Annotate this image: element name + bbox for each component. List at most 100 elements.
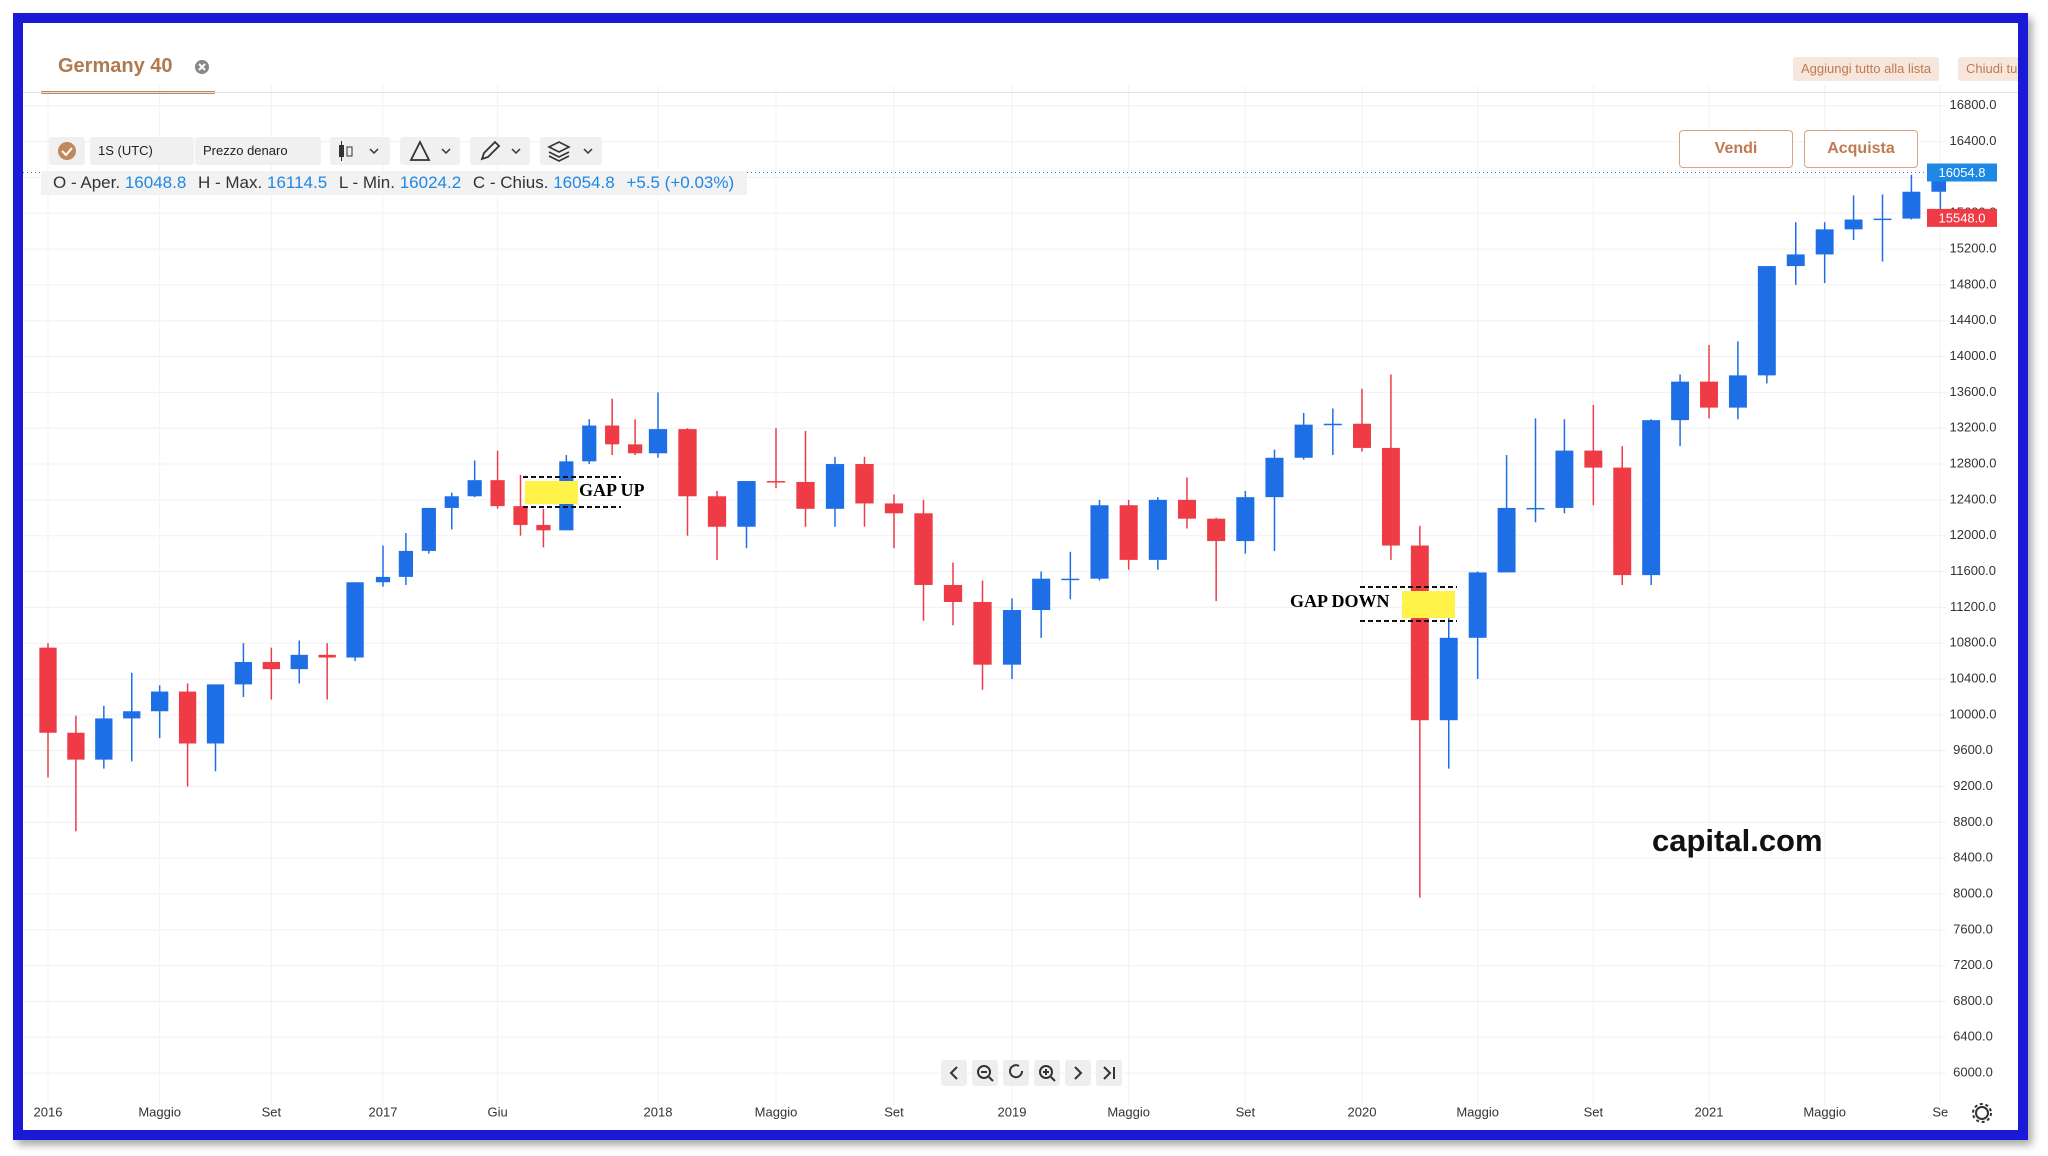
candle-body: [318, 654, 336, 658]
confirm-toggle[interactable]: [49, 137, 85, 165]
candle-body: [1497, 507, 1516, 573]
candle-body: [178, 691, 197, 744]
y-tick-label: 14800.0: [1950, 276, 1997, 291]
candle-body: [1584, 450, 1603, 468]
y-tick-label: 13600.0: [1950, 384, 1997, 399]
y-tick-label: 10400.0: [1950, 670, 1997, 685]
candle-body: [421, 507, 436, 551]
annotation: GAP UP: [579, 480, 645, 500]
candle-body: [1381, 447, 1400, 546]
y-tick-label: 6800.0: [1953, 993, 1993, 1008]
candle-body: [262, 661, 280, 670]
x-tick-label: 2021: [1695, 1104, 1724, 1119]
candle-body: [1323, 423, 1342, 426]
candle-body: [1700, 381, 1718, 408]
y-tick-label: 7200.0: [1953, 957, 1993, 972]
ohlc-value: 16048.8: [124, 173, 187, 192]
candle-body: [678, 429, 697, 497]
candle-body: [855, 464, 874, 504]
candle-body: [943, 584, 963, 602]
ohlc-info: O - Aper. 16048.8 H - Max. 16114.5 L - M…: [41, 171, 748, 195]
candle-body: [206, 684, 225, 744]
candle-body: [234, 661, 253, 685]
candle-body: [582, 425, 597, 462]
x-tick-label: Giu: [487, 1104, 507, 1119]
nav-prev[interactable]: [941, 1060, 967, 1086]
y-tick-label: 12000.0: [1950, 527, 1997, 542]
candle-body: [513, 506, 528, 525]
candle-body: [648, 429, 668, 454]
y-tick-label: 6400.0: [1953, 1029, 1993, 1044]
watermark: capital.com: [1652, 823, 1823, 858]
candle-body: [1353, 423, 1371, 448]
candle-body: [1439, 637, 1458, 721]
y-tick-label: 9600.0: [1953, 742, 1993, 757]
x-tick-label: 2019: [998, 1104, 1027, 1119]
candle-body: [1410, 545, 1429, 721]
chart-type-dropdown[interactable]: [330, 137, 390, 165]
gap-highlight: [1402, 591, 1455, 618]
candle-body: [1786, 254, 1805, 267]
drawing-dropdown[interactable]: [470, 137, 530, 165]
close-all-button[interactable]: Chiudi tu: [1958, 57, 2018, 81]
x-tick-label: Maggio: [1107, 1104, 1150, 1119]
settings-icon[interactable]: [1972, 1103, 1992, 1123]
candle-body: [1119, 505, 1138, 560]
gap-up: GAP UP: [523, 476, 645, 508]
y-tick-label: 16400.0: [1950, 133, 1997, 148]
candle-body: [1902, 191, 1921, 219]
ohlc-value: 16024.2: [399, 173, 462, 192]
candle-body: [605, 425, 620, 445]
y-tick-label: 16800.0: [1950, 97, 1997, 112]
y-tick-label: 14000.0: [1950, 348, 1997, 363]
candle-body: [67, 732, 85, 760]
candle-body: [1555, 450, 1574, 508]
candle-body: [95, 718, 113, 760]
candle-body: [1671, 381, 1690, 421]
price-type-dropdown[interactable]: Prezzo denaro: [195, 137, 321, 165]
candle-body: [796, 481, 815, 509]
chart: 6000.0 6400.0 6800.0 7200.0 7600.0 8000.0 8400…: [23, 85, 1997, 1123]
candle-body: [1294, 424, 1313, 458]
y-tick-label: 8000.0: [1953, 885, 1993, 900]
candle-body: [1642, 420, 1661, 576]
ohlc-label: L - Min.: [338, 173, 395, 192]
price-tag-label: 15548.0: [1939, 210, 1986, 225]
candle-body: [490, 480, 505, 507]
candle-body: [1032, 578, 1051, 611]
x-tick-label: Maggio: [755, 1104, 798, 1119]
candle-body: [123, 711, 141, 719]
layers-dropdown[interactable]: [540, 137, 602, 165]
price-tag-label: 16054.8: [1939, 165, 1986, 180]
y-tick-label: 10800.0: [1950, 635, 1997, 650]
x-tick-label: Set: [262, 1104, 282, 1119]
x-tick-label: 2016: [34, 1104, 63, 1119]
instrument-tab[interactable]: Germany 40: [41, 43, 215, 94]
candle-body: [444, 496, 459, 508]
candle-body: [1728, 375, 1747, 408]
candle-body: [346, 582, 364, 658]
x-tick-label: Se: [1932, 1104, 1948, 1119]
ohlc-label: H - Max.: [198, 173, 263, 192]
gap-down: GAP DOWN: [1290, 586, 1457, 622]
buy-button[interactable]: Acquista: [1804, 130, 1918, 168]
header-separator: [23, 92, 2018, 93]
indicators-dropdown[interactable]: [400, 137, 460, 165]
y-tick-label: 13200.0: [1950, 420, 1997, 435]
reset[interactable]: [1003, 1060, 1029, 1086]
candle-body: [151, 691, 169, 712]
candle-body: [1757, 266, 1776, 376]
y-tick-label: 12800.0: [1950, 455, 1997, 470]
candle-body: [1873, 218, 1892, 221]
add-all-button[interactable]: Aggiungi tutto alla lista: [1793, 57, 1940, 81]
sell-button[interactable]: Vendi: [1679, 130, 1793, 168]
candle-body: [1613, 467, 1632, 576]
candle-body: [290, 654, 308, 670]
x-tick-label: Set: [1584, 1104, 1604, 1119]
timeframe-dropdown[interactable]: 1S (UTC): [90, 137, 194, 165]
y-tick-label: 11600.0: [1950, 563, 1996, 578]
candle-body: [884, 503, 904, 514]
candle-body: [914, 513, 933, 585]
x-tick-label: 2020: [1348, 1104, 1377, 1119]
nav-next[interactable]: [1065, 1060, 1091, 1086]
